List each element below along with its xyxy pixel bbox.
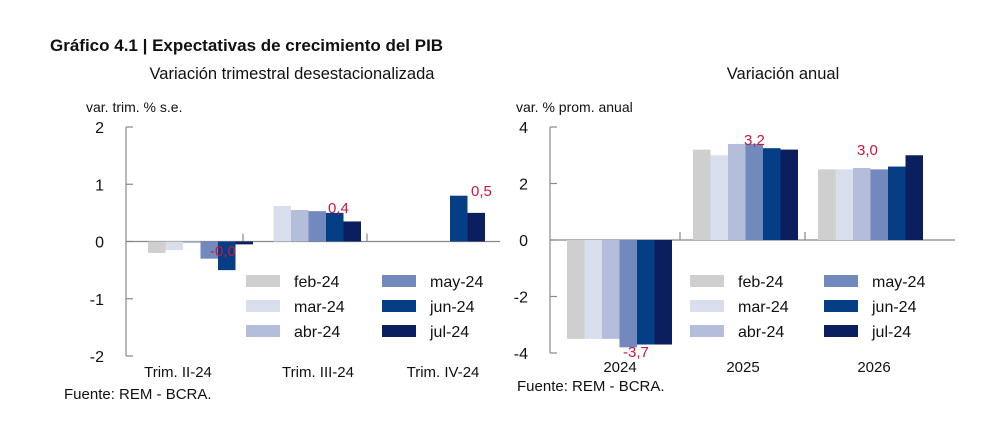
chart1-source-note: Fuente: REM - BCRA. [64, 386, 212, 403]
chart1-legend-swatch-mar-24 [246, 300, 280, 312]
chart1-y-tick-label: 1 [95, 177, 104, 194]
chart1-data-label: -0,0 [210, 243, 236, 260]
chart1-legend-label-feb-24: feb-24 [294, 274, 339, 291]
chart1-subtitle: Variación trimestral desestacionalizada [150, 65, 436, 83]
chart2-bar-mar-24-2026 [835, 169, 853, 240]
chart1-bar-feb-24-trim-ii-24 [148, 241, 166, 253]
chart2-bar-jul-24-2024 [654, 240, 672, 345]
chart1-bar-jul-24-trim-ii-24 [235, 241, 253, 245]
chart2-legend-label-abr-24: abr-24 [738, 324, 784, 341]
chart2-legend-label-jun-24: jun-24 [871, 299, 917, 316]
chart1-legend-swatch-feb-24 [246, 275, 280, 287]
chart1-bar-jul-24-trim-iii-24 [343, 221, 361, 242]
chart1-data-label: 0,4 [328, 200, 349, 217]
chart2-bar-may-24-2026 [870, 169, 888, 240]
chart2-bar-jul-24-2025 [780, 149, 798, 240]
chart2-x-tick-label: 2026 [857, 359, 890, 376]
chart1-bar-may-24-trim-iii-24 [308, 211, 326, 242]
chart1-legend-label-jun-24: jun-24 [429, 299, 475, 316]
chart2-source-note: Fuente: REM - BCRA. [517, 378, 665, 395]
chart2-x-tick-label: 2024 [603, 359, 636, 376]
chart2-y-tick-label: -2 [514, 290, 528, 307]
chart2-legend-swatch-abr-24 [690, 325, 724, 337]
chart2-bar-feb-24-2026 [818, 169, 836, 240]
chart2-bar-feb-24-2024 [567, 240, 585, 339]
chart2-legend-label-jul-24: jul-24 [871, 324, 911, 341]
chart1-bar-abr-24-trim-ii-24 [183, 241, 201, 243]
chart2-y-tick-label: 4 [519, 120, 528, 137]
chart2-x-tick-label: 2025 [726, 359, 759, 376]
chart2-y-tick-label: -4 [514, 346, 528, 363]
chart1-legend-label-may-24: may-24 [430, 274, 483, 291]
chart1-bar-jul-24-trim-iv-24 [467, 212, 485, 242]
chart1-bar-mar-24-trim-ii-24 [165, 241, 183, 251]
chart2-legend-swatch-may-24 [824, 275, 858, 287]
chart2-bar-may-24-2025 [745, 143, 763, 240]
chart1-x-tick-label: Trim. II-24 [144, 364, 212, 381]
figure-title: Gráfico 4.1 | Expectativas de crecimient… [50, 36, 444, 55]
chart1-y-tick-label: 2 [95, 120, 104, 137]
chart1-bar-jun-24-trim-iv-24 [450, 195, 468, 242]
chart2-bar-mar-24-2025 [710, 155, 728, 240]
chart1-x-tick-label: Trim. IV-24 [407, 364, 480, 381]
chart2-legend-swatch-mar-24 [690, 300, 724, 312]
chart1-y-tick-label: -2 [90, 349, 104, 366]
chart2-legend-swatch-jul-24 [824, 325, 858, 337]
chart2-bar-feb-24-2025 [693, 149, 711, 240]
chart2-bar-mar-24-2024 [584, 240, 602, 339]
chart1-legend-label-abr-24: abr-24 [294, 324, 340, 341]
chart2-data-label: 3,2 [744, 132, 765, 149]
chart1-legend-swatch-abr-24 [246, 325, 280, 337]
chart2-bar-abr-24-2024 [602, 240, 620, 339]
chart2-data-label: 3,0 [857, 142, 878, 159]
chart2-bar-jul-24-2026 [905, 155, 923, 240]
chart1-bar-jun-24-trim-iii-24 [326, 212, 344, 242]
chart2-subtitle: Variación anual [727, 65, 840, 83]
chart1-legend-swatch-jul-24 [382, 325, 416, 337]
chart2-legend-label-mar-24: mar-24 [738, 299, 789, 316]
chart2-bar-jun-24-2026 [888, 166, 906, 240]
chart2-legend-label-may-24: may-24 [872, 274, 925, 291]
chart2-legend-swatch-feb-24 [690, 275, 724, 287]
chart2-bar-abr-24-2025 [728, 143, 746, 240]
chart1-y-tick-label: -1 [90, 292, 104, 309]
chart1-legend-label-mar-24: mar-24 [294, 299, 345, 316]
chart2-legend-swatch-jun-24 [824, 300, 858, 312]
chart2-legend-label-feb-24: feb-24 [738, 274, 783, 291]
chart2-bar-jun-24-2025 [763, 148, 781, 240]
chart1-y-axis-label: var. trim. % s.e. [86, 99, 182, 115]
chart1-legend-label-jul-24: jul-24 [429, 324, 469, 341]
chart1-bar-abr-24-trim-iii-24 [291, 210, 309, 242]
chart1-legend-swatch-may-24 [382, 275, 416, 287]
chart1-data-label: 0,5 [471, 183, 492, 200]
chart1-bar-mar-24-trim-iii-24 [273, 206, 291, 242]
chart2-data-label: -3,7 [623, 344, 649, 361]
chart2-bar-abr-24-2026 [853, 167, 871, 240]
chart1-x-tick-label: Trim. III-24 [282, 364, 354, 381]
chart2-y-tick-label: 0 [519, 233, 528, 250]
chart2-y-axis-label: var. % prom. anual [516, 99, 633, 115]
chart2-y-tick-label: 2 [519, 177, 528, 194]
chart1-legend-swatch-jun-24 [382, 300, 416, 312]
chart1-bar-jun-24-trim-ii-24 [218, 241, 236, 271]
chart2-bar-jun-24-2024 [637, 240, 655, 345]
chart1-bar-may-24-trim-ii-24 [200, 241, 218, 259]
chart2-bar-may-24-2024 [619, 240, 637, 348]
chart1-y-tick-label: 0 [95, 235, 104, 252]
